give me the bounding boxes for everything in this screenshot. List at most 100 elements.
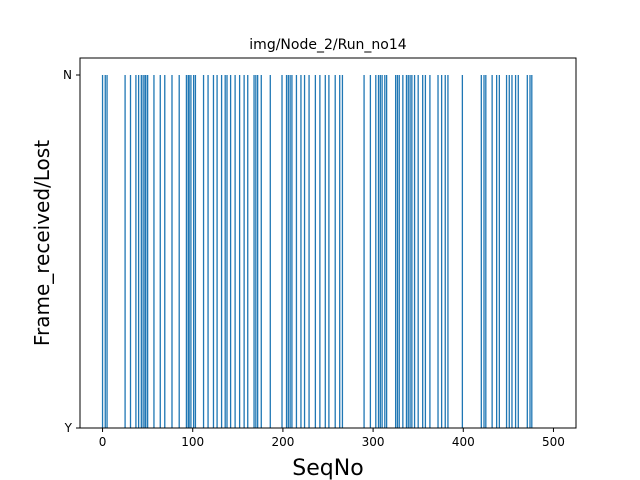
bar [229,75,232,428]
y-axis-label: Frame_received/Lost [30,140,54,346]
bar [491,75,493,428]
bar [216,75,218,428]
y-axis: YN [63,68,80,435]
bar [234,75,236,428]
bar [377,75,380,428]
bar [269,75,271,428]
bar [202,75,205,428]
bar [171,75,173,428]
bar [417,75,419,428]
x-tick-label: 0 [99,435,107,449]
bar [396,75,399,428]
bar [289,75,291,428]
bar [220,75,223,428]
bar [375,75,377,428]
bar [253,75,255,428]
bar [526,75,528,428]
bar [381,75,383,428]
bar [308,75,310,428]
x-tick-label: 200 [271,435,294,449]
bar [142,75,144,428]
bar [411,75,413,428]
bar [257,75,259,428]
x-tick-label: 300 [362,435,385,449]
bar [437,75,439,428]
bar [185,75,188,428]
bar [407,75,409,428]
bar [159,75,161,428]
bar [384,75,386,428]
bar [285,75,288,428]
bar [498,75,500,428]
bar [178,75,180,428]
bar [334,75,336,428]
bar [145,75,147,428]
bar [104,75,106,428]
bar [144,75,146,428]
y-tick-label: N [63,68,72,82]
bar [187,75,189,428]
bar [190,75,192,428]
y-tick-label: Y [64,421,73,435]
bar [531,75,533,428]
bar [314,75,317,428]
chart-title: img/Node_2/Run_no14 [249,37,406,53]
bar [324,75,326,428]
x-tick-label: 500 [542,435,565,449]
bar [424,75,427,428]
bar [295,75,298,428]
plot-frame [79,57,577,429]
bar [495,75,498,428]
bar [129,75,132,428]
bar [238,75,241,428]
bar [281,75,283,428]
bar [146,75,149,428]
bar [339,75,341,428]
bar [483,75,485,428]
bar [153,75,155,428]
x-axis-label: SeqNo [292,456,363,480]
bar [303,75,306,428]
bar [300,75,302,428]
bar [508,75,510,428]
bar [135,75,137,428]
bar [363,75,365,428]
x-tick-label: 100 [181,435,204,449]
bar [319,75,321,428]
bar [505,75,508,428]
bar [369,75,372,428]
bar [341,75,344,428]
bar [226,75,228,428]
x-axis: 0 100 200 300 400 500 [99,428,565,449]
bar [106,75,108,428]
bar [212,75,215,428]
bar [409,75,411,428]
bar [247,75,249,428]
bar [529,75,531,428]
bar [137,75,140,428]
bar [194,75,197,428]
bar [291,75,293,428]
bar [287,75,289,428]
bar [485,75,487,428]
bar [514,75,517,428]
bar [440,75,443,428]
bar [188,75,190,428]
bar [255,75,257,428]
bar [124,75,126,428]
bar [207,75,209,428]
bar [224,75,226,428]
bars-layer [101,75,533,428]
bar [422,75,424,428]
bar [328,75,330,428]
bar [140,75,142,428]
bar [260,75,262,428]
bar [192,75,195,428]
bar [164,75,166,428]
bar [405,75,408,428]
bar [517,75,519,428]
bar [480,75,482,428]
bar [379,75,381,428]
bar [398,75,400,428]
